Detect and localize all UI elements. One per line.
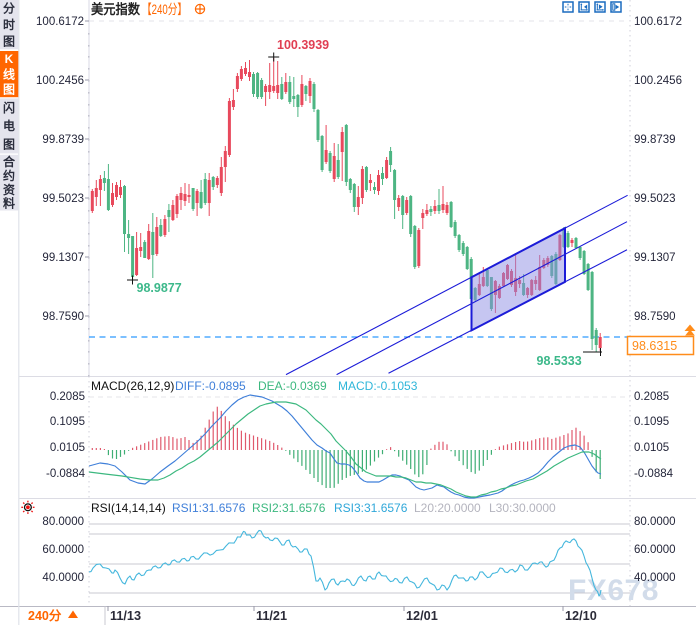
- svg-text:100.6172: 100.6172: [36, 16, 84, 28]
- svg-text:【240分】: 【240分】: [142, 2, 187, 17]
- svg-text:MACD:-0.1053: MACD:-0.1053: [338, 379, 418, 393]
- svg-text:40.0000: 40.0000: [634, 572, 676, 584]
- svg-text:RSI3:31.6576: RSI3:31.6576: [334, 501, 408, 515]
- svg-text:12/10: 12/10: [565, 609, 597, 623]
- svg-text:料: 料: [3, 196, 15, 211]
- svg-text:98.7590: 98.7590: [42, 311, 84, 323]
- svg-text:99.5023: 99.5023: [634, 193, 676, 205]
- svg-text:0.2085: 0.2085: [50, 391, 85, 403]
- svg-text:99.8739: 99.8739: [42, 134, 84, 146]
- svg-text:约: 约: [3, 168, 15, 183]
- svg-text:K: K: [5, 52, 14, 66]
- svg-text:80.0000: 80.0000: [634, 516, 676, 528]
- svg-text:FX678: FX678: [568, 574, 659, 607]
- svg-text:99.5023: 99.5023: [42, 193, 84, 205]
- svg-text:98.5333: 98.5333: [537, 354, 582, 368]
- svg-text:闪: 闪: [3, 101, 15, 115]
- svg-text:11/21: 11/21: [256, 609, 287, 623]
- svg-text:RSI1:31.6576: RSI1:31.6576: [172, 501, 246, 515]
- svg-text:RSI2:31.6576: RSI2:31.6576: [252, 501, 326, 515]
- svg-text:60.0000: 60.0000: [42, 544, 84, 556]
- svg-text:分: 分: [3, 0, 15, 15]
- svg-text:图: 图: [3, 34, 15, 48]
- svg-text:时: 时: [3, 17, 15, 32]
- svg-text:240分: 240分: [28, 608, 62, 623]
- svg-text:资: 资: [3, 182, 15, 197]
- svg-text:-0.0884: -0.0884: [46, 468, 86, 480]
- svg-text:0.1095: 0.1095: [50, 416, 85, 428]
- svg-text:L30:30.0000: L30:30.0000: [489, 501, 556, 515]
- svg-text:0.0105: 0.0105: [50, 442, 85, 454]
- svg-text:MACD(26,12,9): MACD(26,12,9): [91, 379, 174, 393]
- svg-text:11/13: 11/13: [110, 609, 141, 623]
- svg-text:40.0000: 40.0000: [42, 572, 84, 584]
- svg-text:L20:20.0000: L20:20.0000: [414, 501, 481, 515]
- svg-text:98.9877: 98.9877: [137, 281, 182, 295]
- svg-text:80.0000: 80.0000: [42, 516, 84, 528]
- svg-text:-0.0884: -0.0884: [634, 468, 674, 480]
- svg-text:线: 线: [3, 66, 15, 81]
- svg-text:0.1095: 0.1095: [634, 416, 669, 428]
- svg-text:12/01: 12/01: [406, 609, 438, 623]
- svg-text:99.1307: 99.1307: [42, 252, 84, 264]
- svg-text:美元指数: 美元指数: [91, 1, 140, 17]
- svg-text:98.7590: 98.7590: [634, 311, 676, 323]
- svg-text:99.1307: 99.1307: [634, 252, 676, 264]
- svg-text:图: 图: [3, 137, 15, 151]
- svg-text:DIFF:-0.0895: DIFF:-0.0895: [175, 379, 246, 393]
- svg-text:0.0105: 0.0105: [634, 442, 669, 454]
- svg-text:100.6172: 100.6172: [634, 16, 682, 28]
- svg-text:合: 合: [3, 154, 16, 169]
- svg-text:60.0000: 60.0000: [634, 544, 676, 556]
- svg-text:RSI(14,14,14): RSI(14,14,14): [91, 501, 166, 515]
- svg-text:电: 电: [3, 118, 15, 133]
- svg-text:99.8739: 99.8739: [634, 134, 676, 146]
- svg-text:98.6315: 98.6315: [632, 339, 677, 353]
- svg-text:100.2456: 100.2456: [36, 75, 84, 87]
- svg-text:图: 图: [3, 83, 15, 97]
- svg-text:DEA:-0.0369: DEA:-0.0369: [258, 379, 327, 393]
- svg-text:100.2456: 100.2456: [634, 75, 682, 87]
- svg-text:100.3939: 100.3939: [277, 38, 329, 52]
- svg-text:0.2085: 0.2085: [634, 391, 669, 403]
